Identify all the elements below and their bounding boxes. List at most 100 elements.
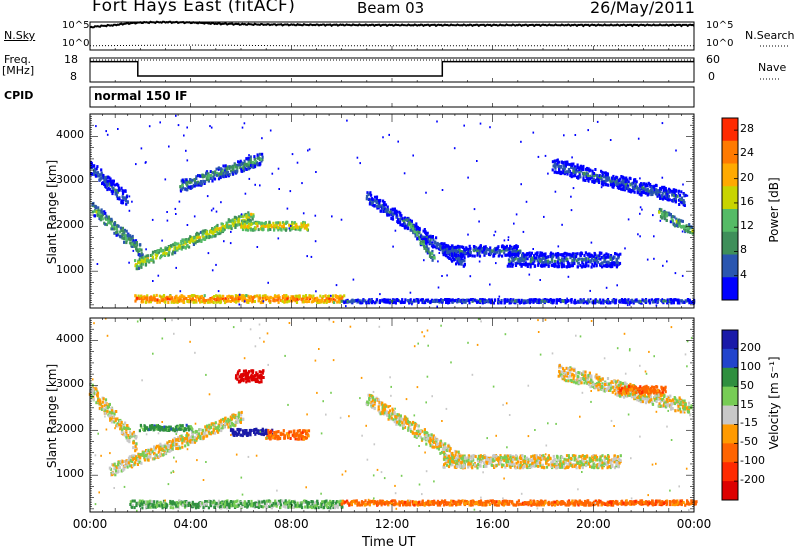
scatter-cell-10 — [558, 264, 561, 268]
scatter-cell-4 — [212, 175, 215, 179]
scatter-cell-6 — [373, 301, 376, 305]
scatter-cell-8 — [429, 252, 432, 256]
scatter-speck — [436, 120, 438, 123]
scatter-cell-1 — [120, 199, 123, 203]
scatter-cell-1 — [150, 450, 153, 454]
scatter-cell-4 — [230, 169, 233, 173]
scatter-cell-1 — [93, 171, 96, 175]
scatter-cell-1 — [234, 416, 237, 420]
scatter-cell-1 — [111, 471, 114, 475]
scatter-cell-11 — [573, 174, 577, 178]
scatter-cell-2 — [252, 376, 255, 380]
scatter-cell-7 — [459, 260, 462, 264]
scatter-cell-8 — [423, 246, 426, 250]
scatter-cell-1 — [96, 165, 99, 169]
scatter-cell-0 — [131, 239, 134, 243]
scatter-cell-8 — [409, 228, 412, 232]
scatter-cell-9 — [513, 245, 516, 248]
scatter-cell-2 — [150, 253, 154, 257]
scatter-cell-5 — [231, 297, 234, 300]
scatter-cell-11 — [598, 174, 601, 178]
scatter-cell-9 — [468, 244, 471, 248]
scatter-cell-11 — [556, 161, 559, 165]
scatter-cell-4 — [232, 172, 235, 176]
scatter-cell-6 — [467, 298, 470, 302]
scatter-cell-9 — [443, 245, 447, 249]
scatter-cell-4 — [197, 183, 200, 187]
scatter-cell-10 — [576, 265, 579, 269]
scatter-cell-11 — [611, 180, 614, 184]
scatter-cell-11 — [680, 190, 683, 194]
scatter-cell-10 — [609, 255, 612, 259]
scatter-cell-3 — [246, 228, 250, 232]
scatter-cell-2 — [258, 380, 261, 384]
scatter-cell-8 — [415, 231, 418, 235]
scatter-cell-7 — [384, 209, 387, 213]
scatter-cell-6 — [666, 301, 669, 305]
scatter-cell-11 — [638, 184, 641, 188]
scatter-cell-1 — [183, 439, 186, 443]
scatter-cell-5 — [187, 295, 190, 298]
scatter-cell-2 — [250, 212, 253, 216]
scatter-cell-4 — [188, 185, 191, 189]
scatter-cell-7 — [426, 231, 429, 235]
scatter-cell-4 — [216, 171, 219, 175]
scatter-cell-4 — [190, 180, 193, 184]
scatter-cell-5 — [343, 294, 346, 298]
scatter-speck — [467, 176, 469, 179]
scatter-cell-6 — [561, 299, 564, 303]
scatter-cell-11 — [683, 193, 686, 197]
scatter-cell-1 — [166, 445, 170, 449]
scatter-cell-11 — [656, 192, 659, 196]
scatter-cell-10 — [566, 260, 570, 264]
scatter-cell-2 — [248, 379, 251, 383]
scatter-cell-1 — [139, 456, 142, 460]
scatter-cell-7 — [429, 237, 432, 241]
scatter-speck — [661, 298, 663, 301]
scatter-cell-2 — [204, 235, 207, 239]
scatter-cell-9 — [492, 253, 495, 257]
scatter-cell-4 — [233, 163, 236, 167]
scatter-cell-10 — [606, 262, 609, 266]
scatter-cell-8 — [421, 242, 424, 246]
scatter-cell-10 — [532, 259, 535, 263]
scatter-cell-1 — [122, 460, 126, 463]
scatter-cell-0 — [111, 224, 114, 228]
scatter-cell-11 — [587, 167, 590, 171]
scatter-cell-2 — [199, 230, 202, 234]
scatter-cell-9 — [464, 251, 467, 255]
scatter-cell-9 — [447, 251, 450, 255]
scatter-cell-11 — [583, 172, 587, 176]
scatter-cell-0 — [113, 227, 116, 231]
scatter-cell-10 — [582, 262, 585, 266]
scatter-cell-11 — [644, 184, 647, 188]
scatter-cell-4 — [239, 159, 242, 163]
scatter-cell-2 — [244, 370, 247, 373]
scatter-speck — [507, 236, 510, 239]
scatter-cell-1 — [118, 466, 121, 470]
scatter-cell-0 — [125, 237, 128, 241]
scatter-cell-4 — [199, 181, 202, 185]
scatter-cell-9 — [458, 249, 461, 253]
scatter-cell-12 — [686, 226, 689, 230]
scatter-cell-2 — [220, 222, 223, 226]
scatter-cell-11 — [643, 182, 646, 186]
scatter-cell-6 — [638, 300, 641, 304]
scatter-cell-3 — [231, 429, 234, 433]
scatter-cell-9 — [478, 246, 481, 250]
scatter-cell-11 — [592, 177, 595, 181]
scatter-cell-0 — [134, 449, 137, 453]
power-axis-ticks — [89, 113, 695, 308]
scatter-cell-4 — [224, 167, 227, 171]
scatter-cell-6 — [624, 298, 627, 302]
scatter-cell-9 — [511, 249, 514, 253]
scatter-cell-6 — [644, 299, 648, 303]
scatter-cell-7 — [376, 206, 379, 210]
scatter-cell-0 — [91, 203, 94, 207]
scatter-cell-3 — [239, 433, 242, 437]
scatter-cell-10 — [511, 254, 514, 258]
scatter-cell-6 — [602, 298, 605, 302]
scatter-cell-8 — [415, 232, 419, 236]
scatter-cell-9 — [467, 248, 471, 251]
scatter-cell-9 — [508, 247, 511, 250]
